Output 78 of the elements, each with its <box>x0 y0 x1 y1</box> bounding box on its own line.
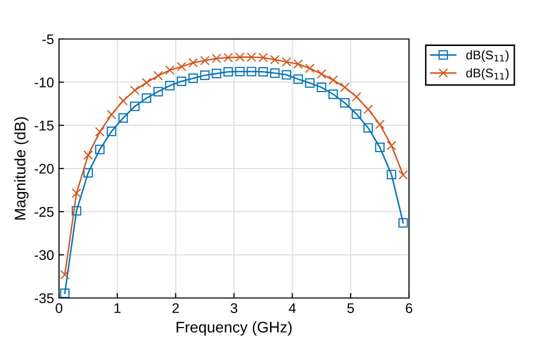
point <box>95 127 105 137</box>
point <box>375 142 385 152</box>
point <box>153 70 163 80</box>
point <box>106 110 116 120</box>
point <box>316 69 326 79</box>
point <box>246 66 256 76</box>
point <box>375 120 385 130</box>
point <box>316 82 326 92</box>
point <box>200 56 210 66</box>
y-tick-label: -10 <box>34 78 54 88</box>
point <box>258 67 268 77</box>
point <box>258 52 268 62</box>
point <box>270 55 280 64</box>
x-tick-label: 4 <box>288 303 296 313</box>
point <box>142 93 152 103</box>
point <box>130 102 140 112</box>
point <box>235 52 245 62</box>
point <box>212 54 222 64</box>
point <box>176 76 186 86</box>
point <box>142 78 152 88</box>
point <box>328 90 338 99</box>
point <box>246 52 256 62</box>
point <box>212 68 222 78</box>
point <box>95 144 105 154</box>
point <box>340 98 350 108</box>
point <box>363 104 373 114</box>
point <box>293 59 303 69</box>
point <box>363 123 373 133</box>
x-tick-label: 1 <box>114 303 121 313</box>
point <box>130 86 140 96</box>
point <box>235 66 245 76</box>
y-tick-label: -35 <box>34 293 54 304</box>
point <box>340 82 350 92</box>
point <box>398 218 408 228</box>
point <box>118 96 128 106</box>
x-tick-label: 6 <box>406 303 412 314</box>
point <box>83 150 93 160</box>
point <box>398 170 408 180</box>
point <box>72 206 82 216</box>
point <box>188 74 198 84</box>
point <box>293 74 303 84</box>
point <box>176 62 186 72</box>
point <box>153 86 163 96</box>
point <box>328 75 338 85</box>
point <box>223 52 233 62</box>
y-tick-label: -5 <box>42 34 54 44</box>
x-tick-label: 3 <box>230 303 238 314</box>
point <box>83 168 93 178</box>
point <box>200 70 210 80</box>
y-tick-label: -20 <box>34 164 54 174</box>
legend-label: dB(S$_{11}$) <box>466 68 509 80</box>
x-tick-label: 2 <box>172 303 179 313</box>
point <box>60 288 70 298</box>
point <box>352 109 362 119</box>
y-tick-label: -15 <box>34 120 54 131</box>
point <box>165 65 175 75</box>
point <box>165 80 175 90</box>
y-tick-label: -25 <box>34 207 54 217</box>
x-tick-label: 0 <box>56 303 62 314</box>
point <box>223 67 233 77</box>
point <box>305 64 315 74</box>
point <box>106 126 116 136</box>
point <box>305 78 315 88</box>
point <box>282 70 292 80</box>
x-tick-label: 5 <box>347 303 354 314</box>
legend-label: dB(S$_{11}$) <box>466 50 509 62</box>
y-axis-title: Magnitude (dB) <box>14 117 29 220</box>
point <box>72 188 82 198</box>
point <box>282 57 292 67</box>
point <box>386 170 396 180</box>
y-tick-label: -30 <box>34 250 54 260</box>
point <box>386 140 396 150</box>
point <box>118 113 128 123</box>
point <box>270 68 280 78</box>
x-axis-title: Frequency (GHz) <box>176 321 292 336</box>
point <box>352 92 362 102</box>
point <box>60 270 70 280</box>
point <box>188 58 198 68</box>
